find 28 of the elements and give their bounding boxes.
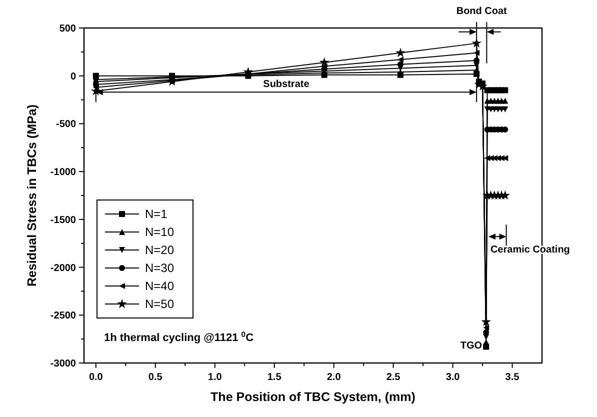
legend-label: N=30 (145, 261, 174, 276)
y-axis-title: Residual Stress in TBCs (MPa) (25, 104, 39, 286)
x-tick-label: 3.0 (446, 372, 460, 383)
legend-label: N=1 (145, 207, 168, 222)
x-tick-label: 1.0 (208, 372, 222, 383)
annotation: Substrate (263, 79, 310, 90)
legend-label: N=20 (145, 243, 174, 258)
x-tick-label: 2.5 (386, 372, 401, 383)
x-tick-label: 0.5 (148, 372, 163, 383)
x-tick-label: 0.0 (88, 372, 104, 383)
y-tick-label: -2500 (50, 310, 76, 322)
y-tick-label: -500 (56, 119, 76, 130)
legend-label: N=50 (145, 297, 174, 312)
x-axis-title: The Position of TBC System, (mm) (210, 390, 416, 404)
y-tick-label: 500 (59, 24, 76, 34)
y-tick-label: -2000 (50, 262, 76, 274)
annotation: TGO (460, 340, 482, 352)
x-tick-label: 3.5 (505, 372, 520, 383)
x-tick-label: 1.5 (267, 372, 282, 383)
y-tick-label: -3000 (50, 358, 76, 370)
y-tick-label: 0 (70, 71, 76, 82)
x-tick-label: 2.0 (326, 372, 342, 383)
legend-label: N=40 (145, 279, 174, 294)
y-tick-label: -1500 (50, 214, 76, 226)
legend-label: N=10 (145, 225, 174, 240)
text: Bond Coat (456, 6, 508, 17)
y-tick-label: -1000 (50, 167, 76, 178)
annotation: 1h thermal cycling @1121 $^{0}$C (104, 330, 254, 344)
